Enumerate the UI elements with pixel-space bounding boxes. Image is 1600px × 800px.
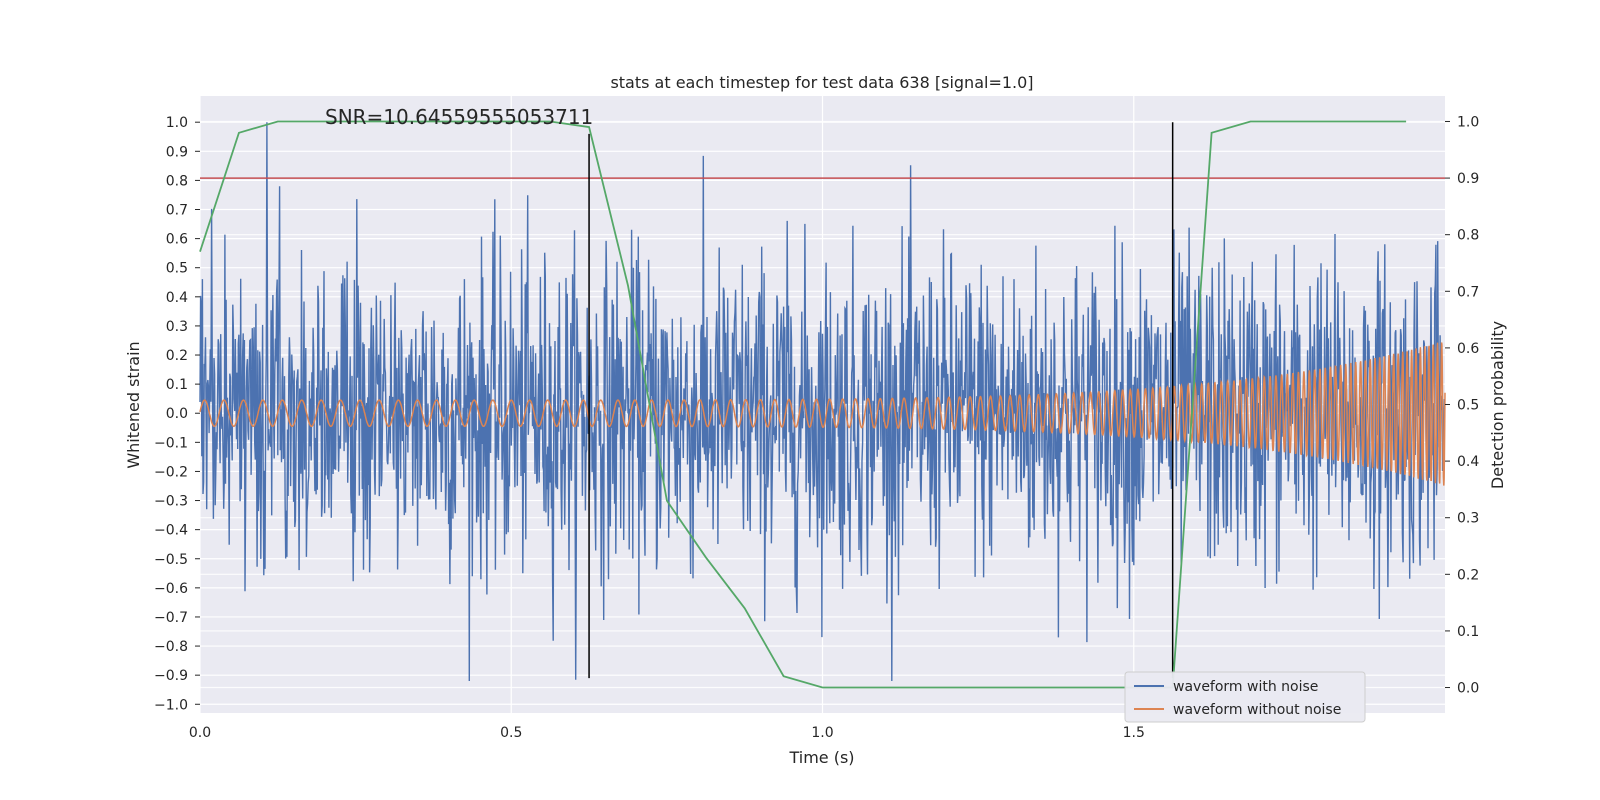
snr-annotation: SNR=10.64559555053711 bbox=[325, 105, 593, 129]
y-axis-label-right: Detection probability bbox=[1488, 321, 1507, 489]
tick-label-left-11: 0.1 bbox=[166, 377, 188, 393]
chart-title: stats at each timestep for test data 638… bbox=[610, 73, 1033, 92]
tick-label-left-20: 1.0 bbox=[166, 115, 188, 131]
tick-label-left-17: 0.7 bbox=[166, 203, 188, 219]
tick-label-left-2: −0.8 bbox=[154, 639, 188, 655]
tick-label-right-2: 0.2 bbox=[1457, 567, 1479, 583]
tick-label-right-8: 0.8 bbox=[1457, 228, 1479, 244]
x-axis-label: Time (s) bbox=[788, 748, 854, 767]
tick-label-left-5: −0.5 bbox=[154, 552, 188, 568]
tick-label-right-1: 0.1 bbox=[1457, 624, 1479, 640]
tick-label-x-1: 0.5 bbox=[500, 725, 522, 741]
tick-label-x-3: 1.5 bbox=[1123, 725, 1145, 741]
tick-label-right-10: 1.0 bbox=[1457, 114, 1479, 130]
tick-label-x-0: 0.0 bbox=[189, 725, 211, 741]
tick-label-left-9: −0.1 bbox=[154, 435, 188, 451]
tick-label-left-12: 0.2 bbox=[166, 348, 188, 364]
legend-label-clean: waveform without noise bbox=[1173, 702, 1341, 718]
tick-label-left-15: 0.5 bbox=[166, 261, 188, 277]
tick-label-right-9: 0.9 bbox=[1457, 171, 1479, 187]
tick-label-left-14: 0.4 bbox=[166, 290, 188, 306]
tick-label-left-0: −1.0 bbox=[154, 697, 188, 713]
tick-label-left-7: −0.3 bbox=[154, 494, 188, 510]
tick-label-left-18: 0.8 bbox=[166, 173, 188, 189]
tick-label-left-4: −0.6 bbox=[154, 581, 188, 597]
clean-waveform-line bbox=[199, 342, 1446, 486]
tick-label-left-3: −0.7 bbox=[154, 610, 188, 626]
tick-label-left-16: 0.6 bbox=[166, 232, 188, 248]
tick-label-left-8: −0.2 bbox=[154, 464, 188, 480]
noisy-waveform-line bbox=[199, 122, 1446, 682]
tick-label-left-1: −0.9 bbox=[154, 668, 188, 684]
tick-label-left-6: −0.4 bbox=[154, 523, 188, 539]
tick-label-right-5: 0.5 bbox=[1457, 398, 1479, 414]
legend-box bbox=[1124, 671, 1366, 723]
detection-probability-line bbox=[199, 120, 1407, 689]
tick-label-right-7: 0.7 bbox=[1457, 284, 1479, 300]
tick-label-x-2: 1.0 bbox=[811, 725, 833, 741]
tick-label-left-10: 0.0 bbox=[166, 406, 188, 422]
legend-label-noisy: waveform with noise bbox=[1173, 679, 1318, 695]
tick-label-left-19: 0.9 bbox=[166, 144, 188, 160]
tick-label-right-6: 0.6 bbox=[1457, 341, 1479, 357]
tick-label-right-3: 0.3 bbox=[1457, 511, 1479, 527]
tick-label-right-0: 0.0 bbox=[1457, 681, 1479, 697]
tick-label-right-4: 0.4 bbox=[1457, 454, 1479, 470]
series-layer bbox=[199, 120, 1446, 689]
tick-layer: −1.0 −0.9 −0.8 −0.7 −0.6 −0.5 −0.4 −0.3 −0.2 −0.1… bbox=[154, 114, 1479, 741]
y-axis-label-left: Whitened strain bbox=[124, 341, 143, 468]
tick-label-left-13: 0.3 bbox=[166, 319, 188, 335]
legend: waveform with noise waveform without noi… bbox=[1124, 671, 1366, 723]
